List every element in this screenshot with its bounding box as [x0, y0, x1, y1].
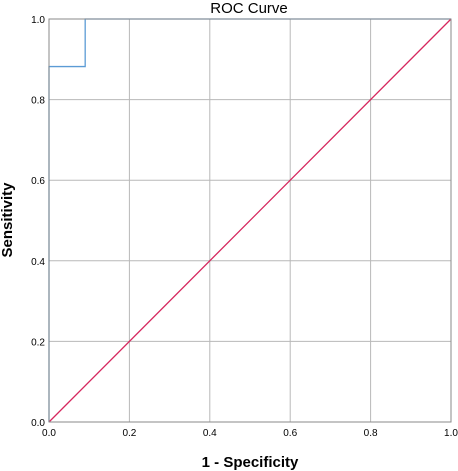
- plot-frame: [48, 18, 452, 423]
- x-tick-labels: 0.0 0.2 0.4 0.6 0.8 1.0: [42, 428, 458, 439]
- x-tick-label: 0.2: [122, 428, 136, 439]
- y-tick-label: 0.4: [31, 257, 45, 268]
- y-tick-label: 0.2: [31, 337, 45, 348]
- series-group: [48, 18, 452, 423]
- x-tick-label: 0.8: [364, 428, 378, 439]
- y-tick-labels: 0.0 0.2 0.4 0.6 0.8 1.0: [31, 15, 45, 429]
- x-axis-title: 1 - Specificity: [202, 454, 299, 471]
- x-tick-label: 1.0: [444, 428, 458, 439]
- y-tick-label: 1.0: [31, 15, 45, 26]
- y-tick-label: 0.6: [31, 176, 45, 187]
- y-tick-label: 0.8: [31, 96, 45, 107]
- x-tick-label: 0.0: [42, 428, 56, 439]
- x-tick-label: 0.4: [203, 428, 217, 439]
- plot-border: [48, 18, 452, 423]
- x-tick-label: 0.6: [283, 428, 297, 439]
- reference-diagonal-line: [48, 18, 452, 423]
- chart-title: ROC Curve: [210, 0, 288, 17]
- y-tick-label: 0.0: [31, 418, 45, 429]
- y-axis-title: Sensitivity: [0, 182, 16, 258]
